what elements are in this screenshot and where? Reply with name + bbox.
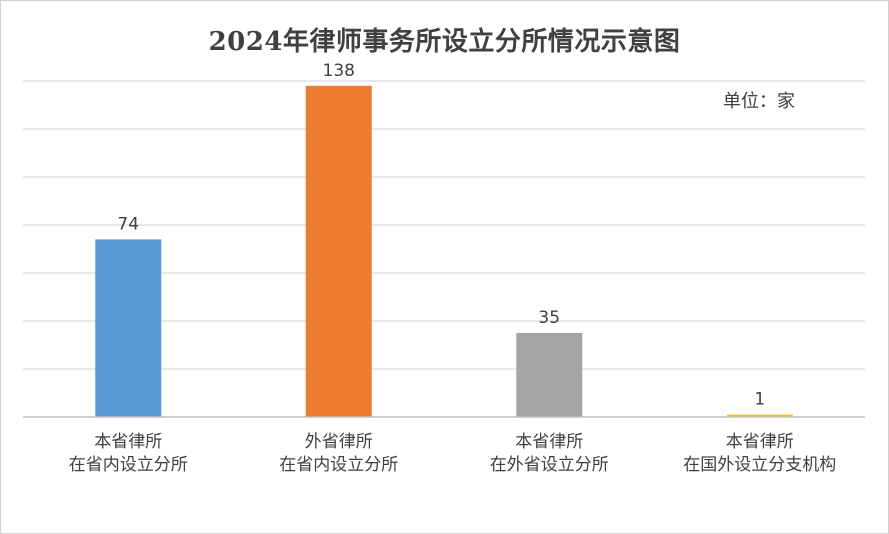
x-tick-label-4-line-1: 本省律所: [726, 432, 794, 452]
bar-1: [95, 239, 162, 417]
data-label-2: 138: [323, 61, 355, 81]
x-tick-label-2-line-1: 外省律所: [305, 432, 373, 452]
data-label-3: 35: [538, 308, 560, 328]
data-label-1: 74: [117, 214, 139, 234]
x-tick-label-1-line-2: 在省内设立分所: [69, 455, 188, 475]
data-label-4: 1: [754, 390, 765, 410]
bar-2: [305, 85, 372, 418]
bar-3: [516, 333, 583, 417]
gridlines: [23, 80, 865, 370]
value-labels: 74 138 35 1: [117, 61, 765, 410]
x-tick-label-3-line-1: 本省律所: [515, 432, 583, 452]
chart-title: 2024年律师事务所设立分所情况示意图: [208, 27, 681, 57]
unit-label: 单位：家: [723, 91, 795, 112]
x-axis: 本省律所在省内设立分所外省律所在省内设立分所本省律所在外省设立分所本省律所在国外…: [23, 416, 865, 475]
bar-4: [726, 414, 793, 417]
x-tick-label-4-line-2: 在国外设立分支机构: [683, 455, 836, 475]
bars: [95, 85, 793, 418]
x-tick-label-1-line-1: 本省律所: [94, 432, 162, 452]
x-tick-label-3-line-2: 在外省设立分所: [490, 455, 609, 475]
x-tick-label-2-line-2: 在省内设立分所: [279, 455, 398, 475]
